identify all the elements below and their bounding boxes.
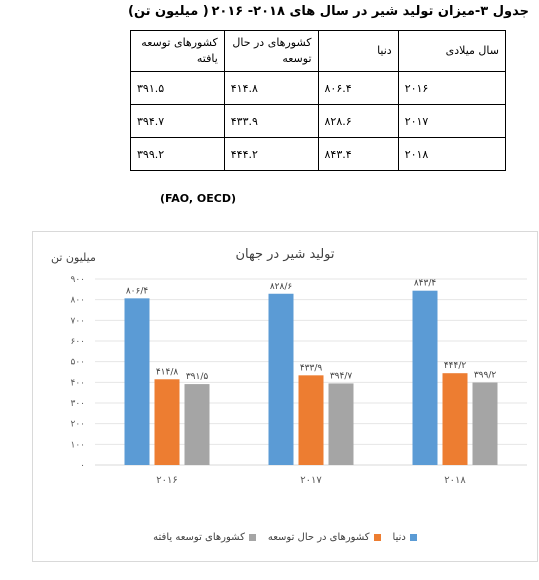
bar bbox=[328, 383, 354, 465]
data-label: ۸۰۶/۴ bbox=[126, 286, 149, 296]
bar bbox=[124, 298, 150, 465]
data-label: ۳۹۹/۲ bbox=[474, 370, 497, 380]
bar bbox=[268, 293, 294, 465]
chart-container: تولید شیر در جهان میلیون تن ۰ ۱۰۰ ۲۰۰ ۳۰۰ ۴۰… bbox=[32, 231, 538, 562]
bar bbox=[412, 290, 438, 465]
data-label: ۸۴۳/۴ bbox=[414, 279, 437, 289]
header-developed: کشورهای توسعه یافته bbox=[130, 30, 225, 72]
y-tick-label: ۳۰۰ bbox=[70, 399, 85, 409]
y-tick-label: ۷۰۰ bbox=[70, 316, 85, 326]
x-tick-label: ۲۰۱۷ bbox=[300, 475, 322, 486]
legend-label: کشورهای در حال توسعه bbox=[267, 532, 370, 543]
bar bbox=[472, 382, 498, 465]
table-unit: ( میلیون تن) bbox=[128, 4, 209, 19]
legend-item: دنیا bbox=[393, 532, 417, 543]
cell-world: ۸۰۶.۴ bbox=[317, 71, 399, 105]
y-tick-label: ۹۰۰ bbox=[70, 275, 85, 285]
header-developing: کشورهای در حال توسعه bbox=[223, 30, 319, 72]
cell-developed: ۳۹۱.۵ bbox=[130, 71, 225, 105]
legend-label: دنیا bbox=[392, 532, 406, 543]
bar bbox=[442, 373, 468, 465]
cell-year: ۲۰۱۸ bbox=[397, 137, 507, 171]
table-row: ۲۰۱۷ ۸۲۸.۶ ۴۳۳.۹ ۳۹۴.۷ bbox=[130, 104, 507, 138]
data-label: ۳۹۱/۵ bbox=[186, 372, 209, 382]
cell-year: ۲۰۱۶ bbox=[397, 71, 507, 105]
cell-developing: ۴۱۴.۸ bbox=[223, 71, 319, 105]
cell-year: ۲۰۱۷ bbox=[397, 104, 507, 138]
table-caption: جدول ۳-میزان تولید شیر در سال های ۲۰۱۸- … bbox=[10, 4, 529, 19]
legend-swatch bbox=[373, 533, 381, 541]
x-tick-label: ۲۰۱۶ bbox=[156, 475, 177, 486]
data-label: ۴۳۳/۹ bbox=[300, 363, 323, 373]
data-label: ۳۹۴/۷ bbox=[330, 371, 353, 381]
data-label: ۴۴۴/۲ bbox=[444, 361, 467, 371]
cell-developing: ۴۴۴.۲ bbox=[223, 137, 319, 171]
table-row: ۲۰۱۸ ۸۴۳.۴ ۴۴۴.۲ ۳۹۹.۲ bbox=[130, 137, 507, 171]
x-tick-label: ۲۰۱۸ bbox=[444, 475, 466, 486]
bar bbox=[184, 384, 210, 465]
legend-swatch bbox=[409, 533, 417, 541]
chart-legend: دنیا کشورهای در حال توسعه کشورهای توسعه یا… bbox=[33, 532, 537, 543]
bar bbox=[154, 379, 180, 465]
legend-item: کشورهای توسعه یافته bbox=[153, 532, 256, 543]
cell-world: ۸۴۳.۴ bbox=[317, 137, 399, 171]
header-world: دنیا bbox=[317, 30, 399, 72]
y-tick-label: ۶۰۰ bbox=[70, 337, 85, 347]
legend-label: کشورهای توسعه یافته bbox=[153, 532, 245, 543]
table-row: ۲۰۱۶ ۸۰۶.۴ ۴۱۴.۸ ۳۹۱.۵ bbox=[130, 71, 507, 105]
y-tick-label: ۲۰۰ bbox=[70, 420, 85, 430]
y-tick-label: ۱۰۰ bbox=[70, 440, 85, 450]
milk-production-table: سال میلادی دنیا کشورهای در حال توسعه کشو… bbox=[130, 30, 507, 171]
source-note: (FAO, OECD) bbox=[160, 192, 237, 205]
y-tick-label: ۵۰۰ bbox=[70, 358, 85, 368]
cell-world: ۸۲۸.۶ bbox=[317, 104, 399, 138]
data-label: ۴۱۴/۸ bbox=[156, 367, 179, 377]
y-tick-label: ۸۰۰ bbox=[70, 296, 85, 306]
chart-title: تولید شیر در جهان bbox=[235, 247, 335, 262]
cell-developing: ۴۳۳.۹ bbox=[223, 104, 319, 138]
header-year: سال میلادی bbox=[397, 30, 507, 72]
y-axis-label: میلیون تن bbox=[51, 251, 96, 264]
cell-developed: ۳۹۹.۲ bbox=[130, 137, 225, 171]
bar-chart: ۰ ۱۰۰ ۲۰۰ ۳۰۰ ۴۰۰ ۵۰۰ ۶۰۰ ۷۰۰ ۸۰۰ ۹۰۰ ۸۰۶/۴ ۴۱۴/۸ ۳۹… bbox=[70, 275, 527, 486]
cell-developed: ۳۹۴.۷ bbox=[130, 104, 225, 138]
bar bbox=[298, 375, 324, 465]
y-tick-label: ۰ bbox=[80, 461, 85, 471]
y-tick-label: ۴۰۰ bbox=[70, 378, 85, 388]
legend-item: کشورهای در حال توسعه bbox=[268, 532, 381, 543]
data-label: ۸۲۸/۶ bbox=[270, 282, 293, 292]
table-header-row: سال میلادی دنیا کشورهای در حال توسعه کشو… bbox=[130, 30, 507, 72]
table-title: جدول ۳-میزان تولید شیر در سال های ۲۰۱۸- … bbox=[211, 4, 530, 19]
legend-swatch bbox=[248, 533, 256, 541]
